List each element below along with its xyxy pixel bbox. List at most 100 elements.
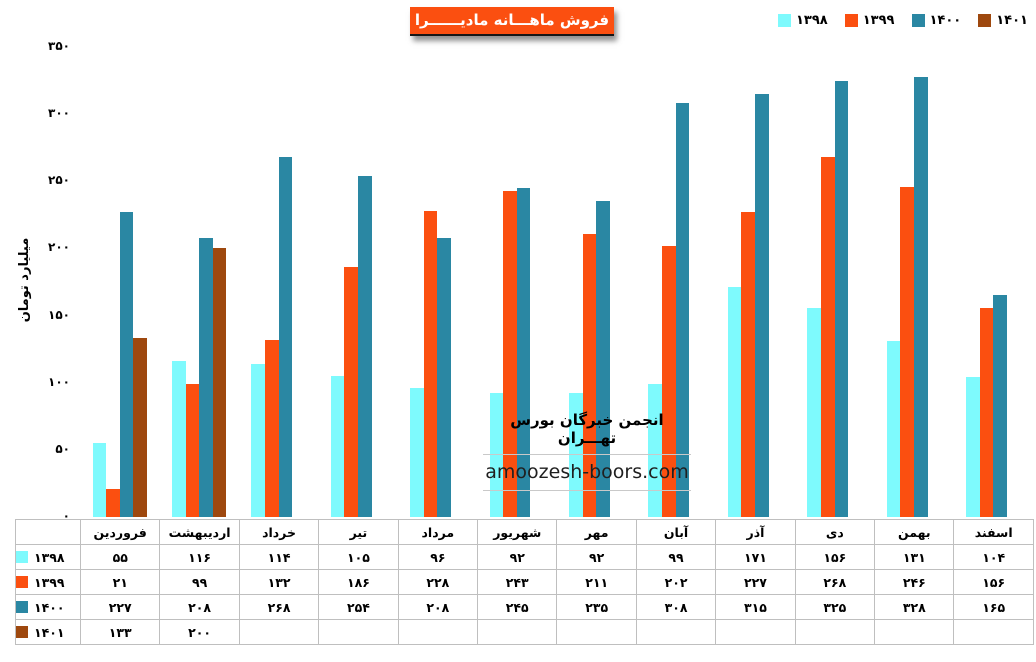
bar-۱۴۰۱-فروردین [133,338,147,517]
month-header: شهریور [477,519,558,545]
bar-slot [264,47,279,517]
table-row-۱۴۰۰: ۱۴۰۰ ۲۲۷ ۲۰۸ ۲۶۸ ۲۵۴ ۲۰۸ ۲۴۵ ۲۳۵ ۳۰۸ ۳۱۵ ۳۲۵ ۳۲۸ ۱۶۵ [15,594,1034,620]
bar-group-8 [636,47,715,517]
table-cell [953,619,1034,645]
bar-۱۴۰۰-خرداد [278,157,293,517]
table-cell: ۲۵۴ [318,594,399,620]
bar-۱۴۰۰-فروردین [119,212,134,517]
bar-۱۴۰۰-مهر [596,201,610,517]
month-header: دی [794,519,876,545]
legend-item-۱۳۹۸: ۱۳۹۸ [778,13,828,28]
bar-۱۳۹۹-تیر [344,267,358,517]
bar-slot [119,47,134,517]
bar-۱۴۰۰-مرداد [437,237,451,517]
table-cell [874,619,955,645]
row-swatch [16,576,28,588]
row-swatch [16,626,28,638]
bar-۱۳۹۸-اسفند [966,377,980,517]
bar-۱۳۹۸-آذر [727,287,742,517]
bar-group-1 [80,47,159,517]
bar-۱۳۹۸-دی [807,307,821,517]
bar-slot [437,47,451,517]
bar-slot [648,47,663,517]
bar-slot [357,47,372,517]
legend-label: ۱۳۹۹ [862,13,895,28]
plot-area [80,47,1033,517]
bar-۱۳۹۸-مهر [569,393,583,517]
bar-slot [503,47,517,517]
table-cell: ۱۰۵ [318,544,399,570]
bar-slot [1007,47,1021,517]
month-header: مهر [556,519,637,545]
bar-slot [372,47,386,517]
bar-۱۴۰۱-اردیبهشت [212,248,227,517]
data-table: فروردین اردیبهشت خرداد تیر مرداد شهریور مهر آبا… [15,519,1034,645]
bar-slot [582,47,597,517]
table-cell: ۲۳۵ [556,594,637,620]
bar-slot [886,47,901,517]
table-cell [238,619,320,645]
bar-۱۳۹۹-فروردین [106,488,120,517]
table-cell: ۲۴۳ [477,569,558,595]
bar-group-4 [318,47,397,517]
bar-group-2 [159,47,238,517]
y-axis-title: میلیارد تومان [17,237,32,323]
month-header: اسفند [953,519,1034,545]
table-cell: ۳۰۸ [635,594,717,620]
legend-swatch [911,14,925,27]
table-cell: ۲۲۸ [397,569,479,595]
month-header: خرداد [238,519,320,545]
bar-slot [292,47,306,517]
chart-title: فروش ماهـــانه مادیــــــرا [410,7,614,36]
row-label: ۱۴۰۱ [34,624,65,640]
y-axis-tick: ۲۵۰ [48,173,70,188]
y-axis-tick: ۲۰۰ [48,240,70,255]
row-label: ۱۳۹۸ [34,549,65,565]
legend-item-۱۴۰۰: ۱۴۰۰ [911,13,961,28]
table-cell: ۲۰۰ [159,619,240,645]
bar-۱۴۰۰-اسفند [993,295,1007,517]
table-cell: ۲۲۷ [79,594,161,620]
bar-slot [516,47,531,517]
legend-swatch [778,14,791,27]
bar-group-6 [477,47,556,517]
bar-۱۳۹۹-شهریور [503,190,517,517]
bar-slot [820,47,835,517]
table-cell: ۱۱۶ [159,544,240,570]
bar-slot [133,47,147,517]
table-cell: ۲۰۸ [159,594,240,620]
legend-swatch [844,14,858,27]
table-cell: ۲۴۵ [477,594,558,620]
watermark: انجمن خبرگان بورس تهـــران amoozesh-boor… [483,411,691,491]
legend: ۱۳۹۸ ۱۳۹۹ ۱۴۰۰ ۱۴۰۱ [778,13,1028,28]
legend-label: ۱۴۰۱ [996,13,1028,28]
bar-۱۳۹۸-تیر [330,376,345,517]
bar-۱۳۹۹-خرداد [264,339,279,517]
row-label: ۱۴۰۰ [34,599,65,615]
legend-label: ۱۳۹۸ [796,13,828,28]
bar-slot [913,47,928,517]
table-cell: ۱۵۶ [953,569,1034,595]
table-cell: ۲۴۶ [874,569,955,595]
bar-slot [662,47,676,517]
table-cell: ۱۱۴ [238,544,320,570]
legend-item-۱۳۹۹: ۱۳۹۹ [844,13,895,28]
bar-slot [212,47,227,517]
month-header: آبان [635,519,717,545]
table-cell: ۲۰۸ [397,594,479,620]
legend-swatch [978,14,992,27]
table-cell: ۳۲۸ [874,594,955,620]
bar-slot [755,47,769,517]
table-cell: ۲۱۱ [556,569,637,595]
table-cell: ۳۲۵ [794,594,876,620]
bar-۱۳۹۸-خرداد [251,363,265,517]
bar-slot [727,47,742,517]
table-cell: ۳۱۵ [715,594,796,620]
bar-۱۳۹۹-اسفند [979,307,994,517]
row-header-۱۴۰۰: ۱۴۰۰ [15,594,81,620]
row-header-۱۴۰۱: ۱۴۰۱ [15,619,81,645]
bar-slot [834,47,849,517]
bar-۱۴۰۰-بهمن [913,76,928,517]
table-cell [318,619,399,645]
